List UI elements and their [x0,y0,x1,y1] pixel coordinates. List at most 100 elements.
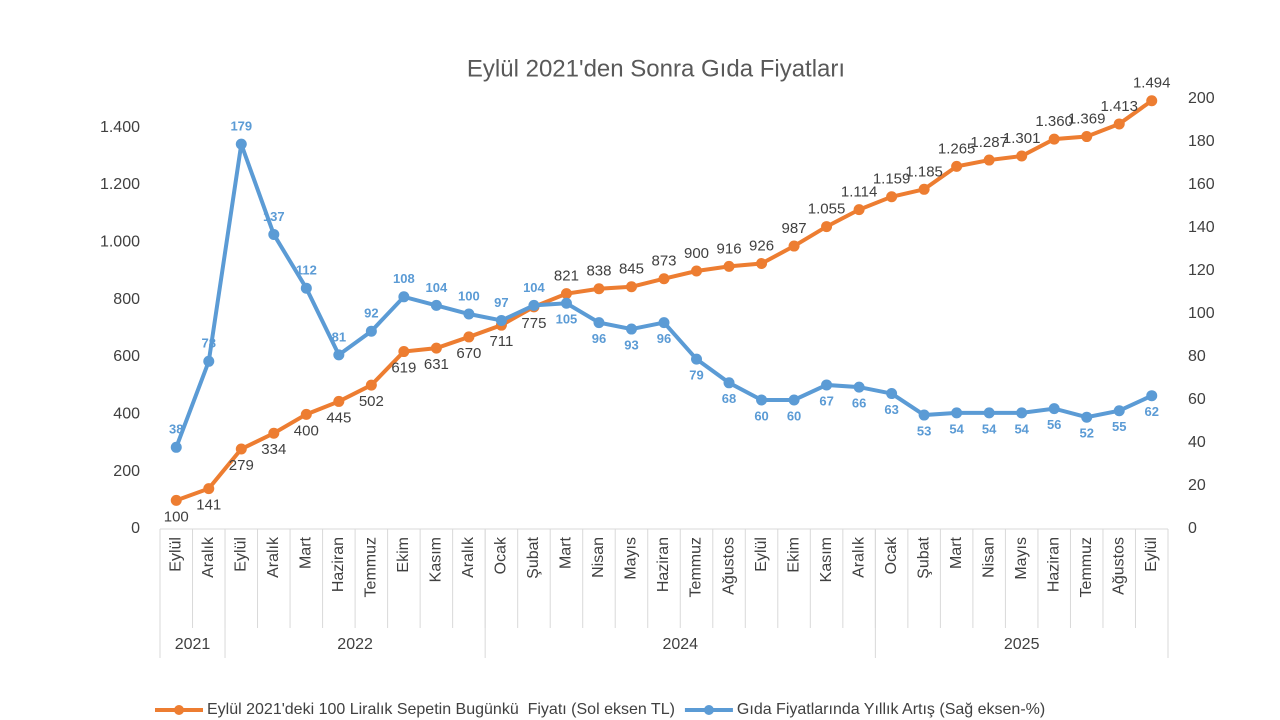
data-label: 60 [787,408,801,423]
data-point [756,258,768,270]
data-label: 179 [230,119,252,134]
y-tick-label: 1.000 [100,234,140,251]
data-label: 60 [754,408,768,423]
data-label: 92 [364,306,378,321]
data-label: 670 [456,345,481,362]
y-tick-label: 600 [113,348,140,365]
data-point [723,260,735,272]
data-point [560,297,572,309]
x-group-label: 2025 [1004,636,1040,653]
data-point [268,228,280,240]
data-label: 52 [1079,426,1093,441]
data-point [1113,405,1125,417]
legend-label: Gıda Fiyatlarında Yıllık Artış (Sağ ekse… [737,701,1045,718]
data-label: 78 [202,336,216,351]
data-point [951,160,963,172]
series-line [174,143,1153,449]
legend-marker [703,705,714,715]
data-label: 104 [523,280,545,295]
data-label: 67 [819,393,833,408]
data-point [1081,131,1093,143]
data-label: 1.055 [808,201,846,218]
data-point [495,314,507,326]
legend-marker [174,705,184,715]
data-point [235,443,247,455]
data-point [658,273,670,285]
data-label: 55 [1112,419,1126,434]
data-point [853,381,865,393]
data-point [300,408,312,420]
y2-tick-label: 80 [1188,348,1206,365]
data-label: 105 [556,312,578,327]
data-point [1048,133,1060,145]
data-label: 93 [624,337,638,352]
data-point [1146,95,1158,107]
data-point [788,394,800,406]
data-label: 279 [229,457,254,474]
data-point [821,379,833,391]
data-label: 838 [586,263,611,280]
data-point [463,308,475,320]
y-tick-label: 1.400 [100,119,140,136]
data-label: 81 [332,329,346,344]
data-point [918,183,930,195]
x-tick-label: Mayıs [1013,537,1030,580]
data-label: 631 [424,356,449,373]
data-label: 96 [657,331,671,346]
x-tick-label: Eylül [167,537,184,572]
y-tick-label: 800 [113,291,140,308]
y2-tick-label: 160 [1188,176,1215,193]
data-label: 68 [722,391,736,406]
data-label: 38 [169,422,183,437]
y-tick-label: 400 [113,406,140,423]
y2-tick-label: 200 [1188,90,1215,107]
x-tick-label: Kasım [428,537,445,582]
data-label: 502 [359,393,384,410]
x-tick-label: Eylül [1143,537,1160,572]
data-label: 873 [651,253,676,270]
data-point [658,317,670,329]
x-tick-label: Mart [298,536,315,569]
data-label: 56 [1047,417,1061,432]
data-point [235,138,247,150]
x-tick-label: Nisan [980,537,997,578]
x-tick-label: Aralık [200,536,217,578]
x-group-label: 2024 [662,636,698,653]
y2-tick-label: 140 [1188,219,1215,236]
data-label: 445 [326,409,351,426]
data-label: 79 [689,368,703,383]
x-tick-label: Aralık [460,536,477,578]
x-tick-label: Şubat [915,536,932,578]
data-label: 900 [684,245,709,262]
data-label: 334 [261,441,286,458]
data-point [625,281,637,293]
y2-tick-label: 120 [1188,262,1215,279]
data-label: 108 [393,271,415,286]
data-point [593,283,605,295]
data-label: 104 [426,280,448,295]
data-point [300,282,312,294]
data-point [1113,118,1125,130]
data-label: 1.494 [1133,75,1171,92]
x-tick-label: Nisan [590,537,607,578]
y2-tick-label: 20 [1188,477,1206,494]
data-point [398,346,410,358]
data-point [398,291,410,303]
x-tick-label: Eylül [753,537,770,572]
data-point [593,317,605,329]
data-label: 1.159 [873,171,911,188]
data-label: 141 [196,497,221,514]
x-tick-label: Şubat [525,536,542,578]
y-tick-label: 200 [113,463,140,480]
data-label: 1.185 [905,163,943,180]
data-point [560,288,572,300]
data-point [170,441,182,453]
data-label: 1.265 [938,140,976,157]
x-tick-label: Aralık [850,536,867,578]
data-label: 400 [294,422,319,439]
y2-tick-label: 60 [1188,391,1206,408]
data-point [365,325,377,337]
data-point [691,353,703,365]
data-label: 1.287 [970,134,1008,151]
data-label: 63 [884,402,898,417]
